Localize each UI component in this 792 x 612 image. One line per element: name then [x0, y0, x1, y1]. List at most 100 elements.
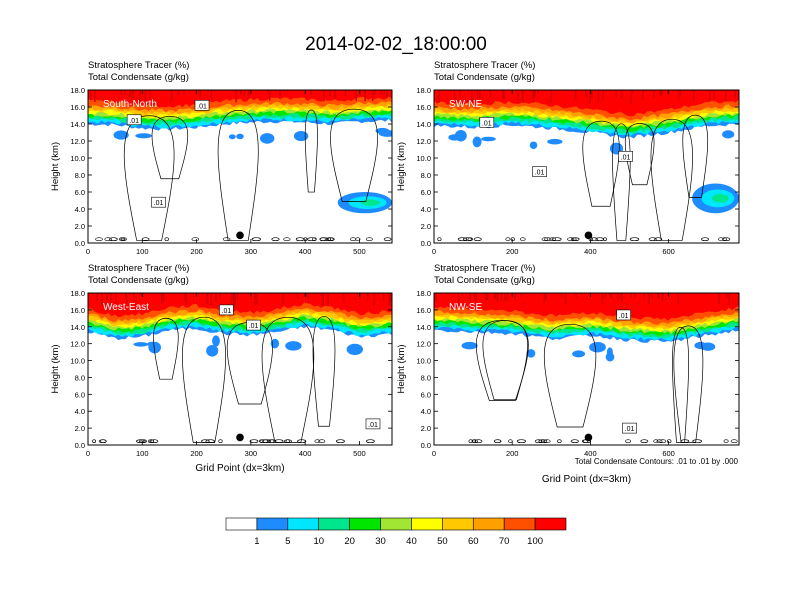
y-axis-label: Height (km) — [396, 344, 407, 393]
tracer-streak — [210, 293, 212, 306]
contour-blob — [534, 439, 543, 444]
tracer-streak — [342, 293, 345, 303]
contour-line — [475, 320, 529, 401]
contour-blob — [319, 237, 329, 242]
tracer-streak — [520, 293, 523, 298]
y-tick-label: 0.0 — [421, 239, 431, 248]
contour-blob — [383, 237, 392, 242]
tracer-streak — [364, 90, 366, 96]
y-tick-label: 14.0 — [70, 120, 85, 129]
contour-blob — [595, 237, 604, 242]
tracer-field: .01 .01 .01 — [434, 90, 739, 242]
colorbar-swatch — [503, 517, 536, 531]
contour-label-box — [246, 319, 261, 331]
tracer-streak — [479, 90, 481, 99]
y-tick-label: 2.0 — [421, 222, 431, 231]
x-tick-label: 400 — [299, 449, 312, 458]
contour-blob — [520, 237, 526, 242]
y-tick-label: 4.0 — [75, 407, 85, 416]
tracer-streak — [575, 293, 577, 298]
y-tick-label: 12.0 — [416, 137, 431, 146]
tracer-streak — [473, 293, 476, 300]
tracer-streak — [643, 293, 645, 297]
tracer-streak — [125, 293, 128, 303]
x-tick-label: 200 — [506, 247, 519, 256]
tracer-streak — [185, 293, 187, 305]
contour-blob — [109, 237, 118, 242]
tracer-streak — [503, 90, 505, 100]
tracer-streak — [630, 90, 632, 104]
contour-label-box — [618, 151, 633, 162]
tracer-streak — [234, 293, 236, 306]
condensate-contours — [95, 108, 392, 242]
tracer-streak — [486, 293, 489, 301]
y-tick-label: 18.0 — [416, 86, 431, 95]
contour-line — [682, 114, 708, 198]
x-tick-label: 400 — [584, 247, 597, 256]
tracer-streak — [133, 293, 135, 303]
x-tick-label: 200 — [190, 449, 203, 458]
tracer-field: .01 .01 .01 — [88, 90, 392, 242]
x-tick-label: 200 — [506, 449, 519, 458]
contour-blob — [692, 439, 703, 444]
y-tick-label: 4.0 — [421, 407, 431, 416]
tracer-blob — [694, 341, 707, 350]
tracer-streak — [602, 90, 604, 100]
colorbar-label: 5 — [285, 536, 290, 547]
tracer-streak — [631, 90, 633, 94]
colorbar-label: 60 — [468, 536, 479, 547]
panel-title-condensate: Total Condensate (g/kg) — [88, 275, 189, 286]
contour-blob — [98, 439, 107, 444]
colorbar-swatch — [318, 517, 350, 531]
tracer-streak — [726, 293, 728, 298]
x-axis-label: Grid Point (dx=3km) — [195, 463, 284, 474]
y-tick-label: 8.0 — [421, 171, 431, 180]
tracer-streak — [713, 90, 716, 99]
contour-label: .01 — [625, 426, 635, 433]
colorbar-label: 40 — [406, 536, 417, 547]
tracer-blob — [228, 134, 236, 140]
y-tick-label: 12.0 — [70, 137, 85, 146]
tracer-streak — [236, 293, 239, 300]
y-tick-label: 6.0 — [421, 390, 431, 399]
tracer-streak — [383, 90, 386, 97]
panel-title-tracer: Stratosphere Tracer (%) — [88, 263, 189, 274]
colorbar-swatch — [380, 517, 412, 531]
tracer-streak — [206, 293, 209, 304]
y-tick-label: 0.0 — [75, 441, 85, 450]
tracer-streak — [574, 90, 577, 101]
contour-blob — [355, 237, 361, 242]
tracer-streak — [734, 90, 736, 98]
condensate-contours — [468, 320, 738, 444]
contour-blob — [510, 237, 515, 242]
tracer-blob — [135, 133, 152, 139]
tracer-streak — [359, 90, 361, 96]
tracer-field: .01 .01 — [434, 293, 739, 444]
tracer-streak — [380, 90, 383, 95]
contour-blob — [680, 439, 690, 444]
contour-blob — [218, 439, 223, 444]
panel-3: Stratosphere Tracer (%)Total Condensate … — [50, 263, 393, 474]
tracer-streak — [657, 293, 659, 299]
contour-label: .01 — [621, 154, 631, 161]
contour-blob — [648, 237, 657, 242]
x-tick-label: 400 — [584, 449, 597, 458]
tracer-streak — [323, 90, 325, 102]
x-tick-label: 300 — [245, 247, 258, 256]
contour-blob — [590, 237, 598, 242]
location-marker — [236, 433, 244, 442]
tracer-streak — [267, 90, 269, 95]
tracer-streak — [615, 90, 618, 98]
tracer-streak — [604, 293, 606, 299]
plot-frame — [87, 89, 393, 244]
contour-blob — [295, 237, 305, 242]
tracer-streak — [240, 90, 242, 95]
colorbar: 1 5 10 20 30 40 50 60 70 100 — [225, 517, 567, 547]
contour-blob — [640, 439, 649, 444]
tracer-streak — [485, 293, 487, 302]
plot-frame — [433, 89, 740, 244]
tracer-streak — [692, 90, 695, 101]
contour-blob — [307, 237, 317, 242]
tracer-streak — [96, 293, 98, 301]
contour-blob — [140, 439, 147, 444]
